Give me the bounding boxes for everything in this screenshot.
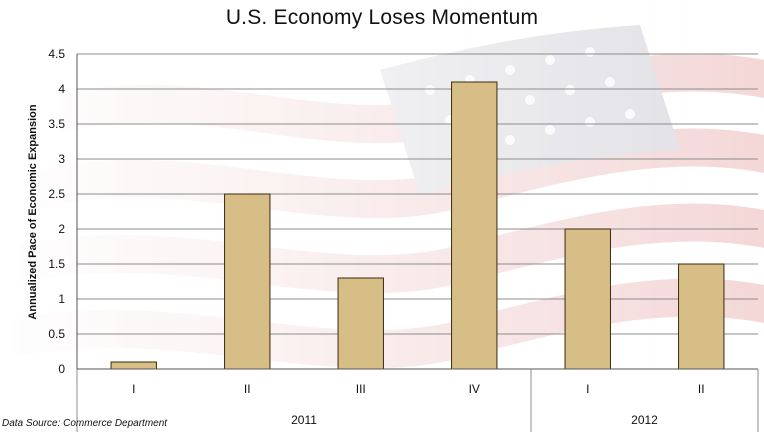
data-source-note: Data Source: Commerce Department <box>2 418 168 429</box>
y-tick-label: 4 <box>58 82 65 96</box>
x-group-label: 2012 <box>631 413 658 427</box>
x-tick-label: II <box>244 382 251 396</box>
y-axis-title: Annualized Pace of Economic Expansion <box>27 104 39 319</box>
bars <box>110 81 725 370</box>
x-group-labels: 2011 2012 <box>291 413 658 427</box>
y-tick-label: 4.5 <box>48 47 65 61</box>
chart-title: U.S. Economy Loses Momentum <box>225 6 539 29</box>
x-tick-label: I <box>586 382 589 396</box>
y-tick-label: 0.5 <box>48 327 65 341</box>
y-tick-label: 2.5 <box>48 187 65 201</box>
y-tick-label: 1 <box>58 292 65 306</box>
y-tick-labels: 0 0.5 1 1.5 2 2.5 3 3.5 4 4.5 <box>48 47 65 376</box>
axes <box>76 54 759 432</box>
bar <box>337 277 384 370</box>
bar <box>110 361 157 370</box>
y-tick-label: 2 <box>58 222 65 236</box>
x-group-label: 2011 <box>291 413 317 427</box>
y-tick-label: 3.5 <box>48 117 65 131</box>
bar <box>678 263 725 370</box>
bar <box>564 228 611 370</box>
x-tick-label: III <box>356 382 366 396</box>
x-tick-label: II <box>698 382 705 396</box>
y-tick-label: 0 <box>58 362 65 376</box>
y-tick-label: 1.5 <box>48 257 65 271</box>
x-tick-label: I <box>132 382 135 396</box>
x-tick-labels: I II III IV I II <box>132 382 705 396</box>
bar <box>224 193 271 370</box>
y-tick-label: 3 <box>58 152 65 166</box>
bar <box>451 81 498 370</box>
x-tick-label: IV <box>469 382 480 396</box>
